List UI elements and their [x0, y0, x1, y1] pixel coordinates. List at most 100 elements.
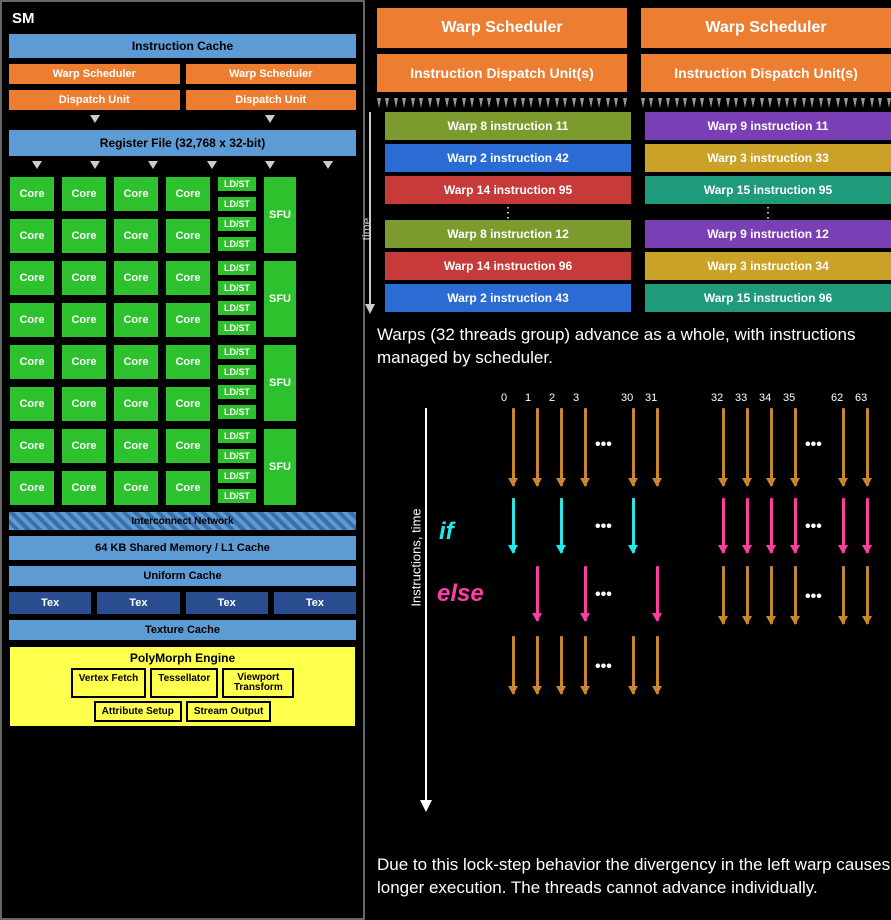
arrows-2	[8, 161, 357, 171]
thread-lane	[717, 408, 731, 810]
thread-arrow-segment	[632, 408, 635, 486]
core-cell: Core	[60, 343, 108, 381]
thread-arrow-segment	[770, 566, 773, 624]
thread-arrow-segment	[794, 498, 797, 553]
warp-col-right: Warp 9 instruction 11Warp 3 instruction …	[645, 112, 891, 312]
core-cell: Core	[8, 259, 56, 297]
core-cell: Core	[164, 427, 212, 465]
thread-id: 0	[501, 392, 507, 404]
interconnect: Interconnect Network	[8, 511, 357, 531]
thread-arrow-segment	[722, 408, 725, 486]
core-cell: Core	[60, 217, 108, 255]
dispatch-box: Instruction Dispatch Unit(s)	[377, 54, 627, 92]
thread-id: 1	[525, 392, 531, 404]
time-axis-arrow	[369, 112, 371, 312]
core-cell: Core	[164, 301, 212, 339]
ldst-cell: LD/ST	[216, 299, 258, 317]
core-cell: Core	[112, 469, 160, 507]
ldst-cell: LD/ST	[216, 363, 258, 381]
thread-arrow-segment	[536, 408, 539, 486]
thread-id: 63	[855, 392, 867, 404]
thread-arrow-segment	[512, 498, 515, 553]
core-cell: Core	[60, 301, 108, 339]
thread-arrow-segment	[722, 566, 725, 624]
core-pair-row: CoreCoreCoreCoreCoreCoreCoreCoreLD/STLD/…	[8, 343, 357, 423]
ellipsis-icon: •••	[595, 586, 612, 604]
dispatch-left: Dispatch Unit	[8, 89, 181, 111]
core-cell: Core	[112, 259, 160, 297]
thread-id: 34	[759, 392, 771, 404]
warp-instruction: Warp 14 instruction 95	[385, 176, 631, 204]
warp-scheduler-box: Warp Scheduler	[641, 8, 891, 48]
thread-arrow-segment	[842, 498, 845, 553]
core-cell: Core	[8, 217, 56, 255]
thread-lane	[507, 408, 521, 810]
thread-arrow-segment	[722, 498, 725, 553]
ldst-cell: LD/ST	[216, 279, 258, 297]
tex-row: Tex Tex Tex Tex	[8, 591, 357, 615]
texture-cache: Texture Cache	[8, 619, 357, 641]
poly-stream: Stream Output	[186, 701, 271, 722]
thread-lane	[837, 408, 851, 810]
thread-arrow-segment	[560, 498, 563, 553]
ldst-cell: LD/ST	[216, 215, 258, 233]
ellipsis-icon: •••	[805, 436, 822, 454]
tex-unit: Tex	[96, 591, 180, 615]
thread-lane	[627, 408, 641, 810]
core-pair-row: CoreCoreCoreCoreCoreCoreCoreCoreLD/STLD/…	[8, 427, 357, 507]
sfu-cell: SFU	[262, 259, 298, 339]
poly-vertex-fetch: Vertex Fetch	[71, 668, 146, 698]
warp-instruction: Warp 8 instruction 11	[385, 112, 631, 140]
core-cell: Core	[60, 469, 108, 507]
thread-arrow-segment	[770, 408, 773, 486]
tex-unit: Tex	[8, 591, 92, 615]
core-cell: Core	[112, 427, 160, 465]
warp-instruction: Warp 9 instruction 11	[645, 112, 891, 140]
core-cell: Core	[60, 385, 108, 423]
thread-arrow-segment	[842, 408, 845, 486]
core-cell: Core	[112, 217, 160, 255]
tex-unit: Tex	[185, 591, 269, 615]
core-pair-row: CoreCoreCoreCoreCoreCoreCoreCoreLD/STLD/…	[8, 175, 357, 255]
warp-instruction: Warp 2 instruction 43	[385, 284, 631, 312]
ldst-cell: LD/ST	[216, 319, 258, 337]
thread-id: 62	[831, 392, 843, 404]
ellipsis-icon: •••	[595, 518, 612, 536]
thread-arrow-segment	[794, 408, 797, 486]
thread-arrow-segment	[656, 566, 659, 621]
warp-instruction: Warp 2 instruction 42	[385, 144, 631, 172]
warp-instruction: Warp 15 instruction 95	[645, 176, 891, 204]
ldst-cell: LD/ST	[216, 487, 258, 505]
divergence-diagram: Instructions, time if else 01233031•••••…	[377, 390, 891, 850]
thread-id: 32	[711, 392, 723, 404]
core-cell: Core	[8, 343, 56, 381]
core-pair-row: CoreCoreCoreCoreCoreCoreCoreCoreLD/STLD/…	[8, 259, 357, 339]
ldst-cell: LD/ST	[216, 447, 258, 465]
thread-id: 35	[783, 392, 795, 404]
poly-viewport: Viewport Transform	[222, 668, 294, 698]
polymorph-title: PolyMorph Engine	[130, 651, 235, 665]
core-cell: Core	[8, 427, 56, 465]
thread-arrow-segment	[632, 636, 635, 694]
core-cell: Core	[112, 343, 160, 381]
instruction-cache: Instruction Cache	[8, 33, 357, 59]
core-cell: Core	[60, 259, 108, 297]
warp-instruction: Warp 15 instruction 96	[645, 284, 891, 312]
shared-memory: 64 KB Shared Memory / L1 Cache	[8, 535, 357, 561]
ldst-cell: LD/ST	[216, 195, 258, 213]
thread-arrow-segment	[512, 636, 515, 694]
uniform-cache: Uniform Cache	[8, 565, 357, 587]
core-cell: Core	[60, 175, 108, 213]
ldst-cell: LD/ST	[216, 259, 258, 277]
thread-arrow-segment	[770, 498, 773, 553]
thread-arrow-segment	[866, 498, 869, 553]
thread-arrow-segment	[746, 566, 749, 624]
ldst-cell: LD/ST	[216, 427, 258, 445]
thread-arrow-segment	[632, 498, 635, 553]
core-cell: Core	[8, 469, 56, 507]
text-lockstep: Due to this lock-step behavior the diver…	[377, 854, 891, 900]
thread-id: 2	[549, 392, 555, 404]
thread-lane	[651, 408, 665, 810]
thread-arrow-segment	[794, 566, 797, 624]
warp-sched-boxes: Warp Scheduler Warp Scheduler	[377, 8, 891, 48]
